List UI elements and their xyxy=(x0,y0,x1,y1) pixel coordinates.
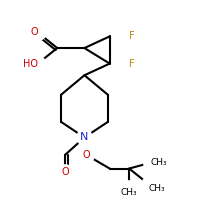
Text: CH₃: CH₃ xyxy=(121,188,137,197)
Text: F: F xyxy=(129,31,135,41)
Text: CH₃: CH₃ xyxy=(149,184,165,193)
Text: O: O xyxy=(83,150,90,160)
Text: HO: HO xyxy=(23,59,38,69)
Text: CH₃: CH₃ xyxy=(151,158,167,167)
Text: O: O xyxy=(30,27,38,37)
Text: N: N xyxy=(80,132,89,142)
Text: O: O xyxy=(61,167,69,177)
Text: F: F xyxy=(129,59,135,69)
